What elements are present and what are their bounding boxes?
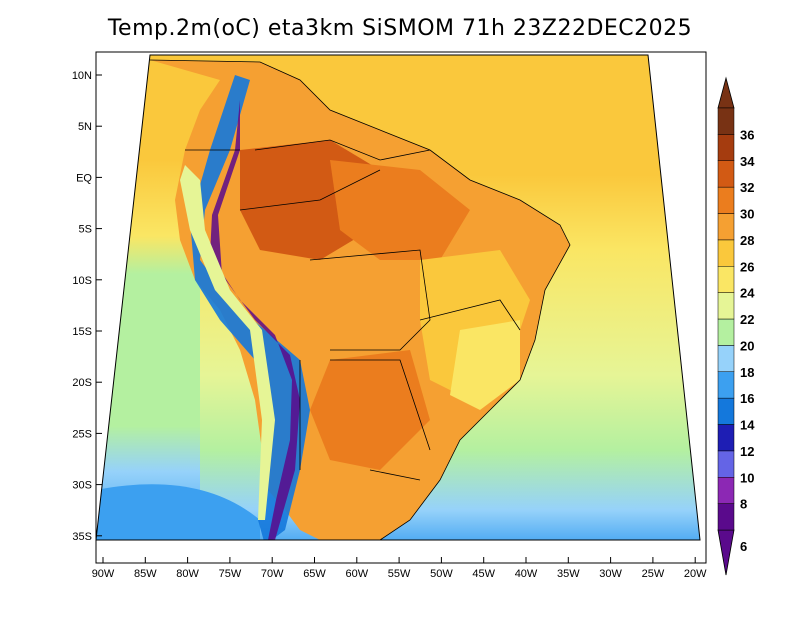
lon-tick-label: 90W: [92, 568, 115, 580]
chaco-warm: [310, 350, 430, 470]
colorbar-segment: [717, 292, 735, 320]
map-frame: [95, 54, 701, 541]
andes-cold-strip: [190, 75, 310, 540]
lat-tick-label: 30S: [72, 480, 92, 492]
colorbar-segment: [717, 371, 735, 399]
colorbar-segment: [717, 503, 735, 531]
colorbar-level-label: 26: [740, 259, 754, 274]
colorbar-level-label: 30: [740, 207, 754, 222]
colorbar-segment: [717, 397, 735, 425]
colorbar-segment: [717, 134, 735, 161]
lat-tick-label: 5S: [79, 224, 92, 236]
colorbar-level-label: 16: [740, 391, 754, 406]
andes-cold-core: [210, 100, 300, 540]
colorbar-level-label: 36: [740, 127, 754, 142]
colorbar-segment: [717, 318, 735, 346]
colorbar-segment: [717, 213, 735, 241]
colorbar-segment: [717, 160, 735, 188]
colorbar-level-label: 34: [740, 154, 755, 169]
colorbar-level-label: 18: [740, 365, 754, 380]
colorbar-level-label: 12: [740, 444, 754, 459]
colorbar-segment: [717, 424, 735, 452]
lat-tick-label: 10S: [72, 275, 92, 287]
lon-tick-label: 30W: [599, 568, 622, 580]
colorbar-under-arrow: [717, 529, 735, 576]
latitude-axis: 10N 5N EQ 5S 10S 15S 20S 25S 30S 35S: [72, 70, 102, 543]
lon-tick-label: 45W: [472, 568, 495, 580]
lon-tick-label: 50W: [430, 568, 453, 580]
lon-tick-label: 35W: [557, 568, 580, 580]
lon-tick-label: 25W: [642, 568, 665, 580]
lat-tick-label: 5N: [78, 121, 92, 133]
colorbar-segment: [717, 450, 735, 478]
lon-tick-label: 40W: [515, 568, 538, 580]
map-domain: [96, 55, 700, 540]
colorbar-segment: [717, 345, 735, 372]
brazil-highlands-cool: [450, 320, 520, 410]
lon-tick-label: 70W: [261, 568, 284, 580]
lon-tick-label: 20W: [684, 568, 707, 580]
colorbar: 6 8 10 12 14 16 18 20 22 24 26 28 30 32 34 36: [717, 76, 755, 576]
lat-tick-label: 15S: [72, 326, 92, 338]
lon-tick-label: 75W: [219, 568, 242, 580]
colorbar-over-arrow: [717, 76, 735, 109]
axis-box: [95, 51, 707, 564]
lon-tick-label: 85W: [134, 568, 157, 580]
map-title: Temp.2m(oC) eta3km SiSMOM 71h 23Z22DEC20…: [107, 16, 693, 41]
colorbar-level-label: 24: [740, 286, 755, 301]
colorbar-level-label: 14: [740, 418, 755, 433]
lat-tick-label: 20S: [72, 377, 92, 389]
colorbar-segment: [717, 186, 735, 214]
colorbar-segment: [717, 266, 735, 293]
colorbar-level-label: 10: [740, 470, 754, 485]
colorbar-segment: [717, 477, 735, 504]
southern-ocean-cold: [96, 484, 260, 540]
colorbar-level-label: 28: [740, 233, 754, 248]
colorbar-segment: [717, 239, 735, 267]
longitude-axis: 90W 85W 80W 75W 70W 65W 60W 55W 50W 45W 40W 35W 30W 2…: [92, 557, 707, 580]
lat-tick-label: EQ: [76, 172, 92, 184]
colorbar-segment: [717, 107, 735, 135]
lon-tick-label: 55W: [388, 568, 411, 580]
colorbar-level-label: 32: [740, 180, 754, 195]
lat-tick-label: 25S: [72, 428, 92, 440]
amazon-warm-zone: [330, 160, 470, 260]
country-borders: [149, 59, 571, 540]
colorbar-level-label: 20: [740, 338, 754, 353]
colorbar-level-label: 6: [740, 539, 747, 554]
lat-tick-label: 35S: [72, 531, 92, 543]
lat-tick-label: 10N: [72, 70, 92, 82]
pacific-coast-strip: [180, 165, 275, 520]
colorbar-level-label: 22: [740, 312, 754, 327]
lon-tick-label: 80W: [176, 568, 199, 580]
lon-tick-label: 60W: [345, 568, 368, 580]
colorbar-level-label: 8: [740, 497, 747, 512]
lon-tick-label: 65W: [303, 568, 326, 580]
